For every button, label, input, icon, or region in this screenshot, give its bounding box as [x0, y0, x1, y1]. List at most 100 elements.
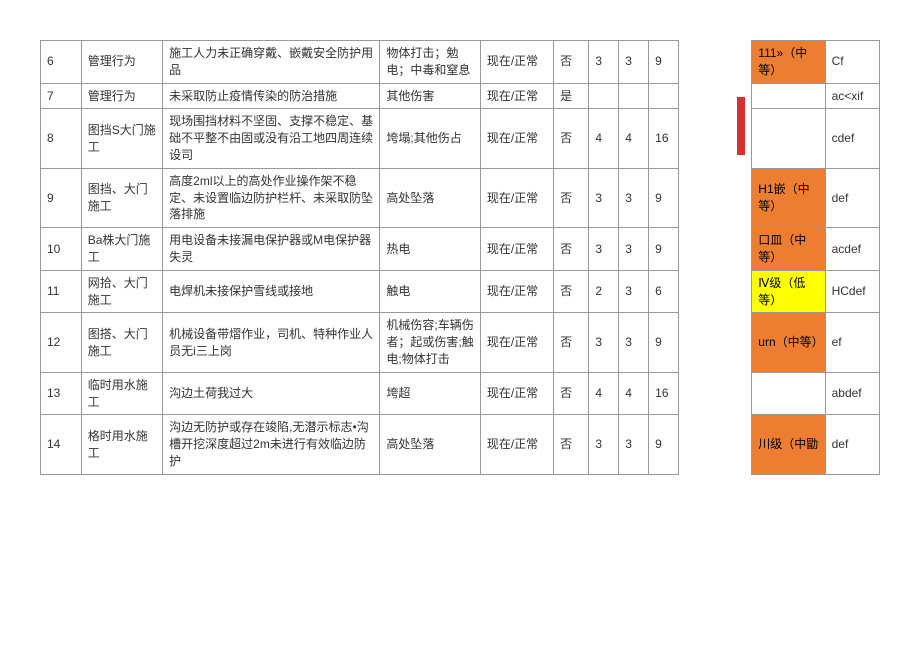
- cell-n2: 3: [619, 313, 649, 372]
- cell-code: ef: [825, 313, 879, 372]
- cell-code: def: [825, 168, 879, 227]
- cell-category: 图挡、大门施工: [81, 168, 162, 227]
- cell-code: acdef: [825, 228, 879, 271]
- cell-category: 临时用水施工: [81, 372, 162, 415]
- cell-state: 现在/正常: [480, 372, 553, 415]
- cell-n3: 9: [649, 41, 679, 84]
- cell-n1: 2: [589, 270, 619, 313]
- cell-flag: 是: [554, 83, 589, 109]
- cell-n3: 16: [649, 372, 679, 415]
- cell-state: 现在/正常: [480, 313, 553, 372]
- cell-state: 现在/正常: [480, 168, 553, 227]
- cell-level: [752, 109, 825, 168]
- table-row: 7管理行为未采取防止疫情传染的防治措施其他伤害现在/正常是ac<xif: [41, 83, 880, 109]
- cell-flag: 否: [554, 415, 589, 474]
- cell-hazard: 垮塌;其他伤占: [380, 109, 480, 168]
- gap-cell: [679, 41, 752, 84]
- cell-flag: 否: [554, 372, 589, 415]
- cell-desc: 未采取防止疫情传染的防治措施: [163, 83, 380, 109]
- cell-desc: 高度2ml以上的高处作业操作架不稳定、未设置临边防护栏杆、未采取防坠落排施: [163, 168, 380, 227]
- cell-desc: 施工人力未正确穿戴、嵌戴安全防护用品: [163, 41, 380, 84]
- cell-level: H1嵌（中等）: [752, 168, 825, 227]
- cell-n1: 3: [589, 168, 619, 227]
- cell-n2: 3: [619, 270, 649, 313]
- gap-cell: [679, 83, 752, 168]
- cell-n2: 3: [619, 41, 649, 84]
- cell-hazard: 高处坠落: [380, 415, 480, 474]
- cell-n1: 3: [589, 228, 619, 271]
- cell-hazard: 热电: [380, 228, 480, 271]
- gap-cell: [679, 415, 752, 474]
- cell-level: 川级（中勖: [752, 415, 825, 474]
- cell-index: 10: [41, 228, 82, 271]
- cell-n2: 4: [619, 372, 649, 415]
- cell-code: ac<xif: [825, 83, 879, 109]
- gap-cell: [679, 372, 752, 415]
- gap-cell: [679, 313, 752, 372]
- cell-code: Cf: [825, 41, 879, 84]
- cell-level: Ⅳ级（低等）: [752, 270, 825, 313]
- cell-level: 111»（中等）: [752, 41, 825, 84]
- cell-desc: 现场围挡材料不坚固、支撑不稳定、基础不平整不由固或没有沿工地四周连续设司: [163, 109, 380, 168]
- gap-cell: [679, 228, 752, 271]
- cell-n3: 9: [649, 168, 679, 227]
- cell-hazard: 垮超: [380, 372, 480, 415]
- cell-level: [752, 372, 825, 415]
- table-row: 11网拾、大门施工电焊机未接保护雪线或接地触电现在/正常否236Ⅳ级（低等）HC…: [41, 270, 880, 313]
- cell-code: cdef: [825, 109, 879, 168]
- cell-n3: 9: [649, 415, 679, 474]
- red-bar-icon: [737, 97, 745, 155]
- cell-index: 13: [41, 372, 82, 415]
- cell-n2: 3: [619, 228, 649, 271]
- cell-n2: 4: [619, 109, 649, 168]
- table-row: 14格时用水施工沟边无防护或存在竣陷,无潜示标志•沟槽开挖深度超过2m未进行有效…: [41, 415, 880, 474]
- cell-level: urn（中等）: [752, 313, 825, 372]
- cell-level: 口皿（中等）: [752, 228, 825, 271]
- cell-state: 现在/正常: [480, 228, 553, 271]
- cell-state: 现在/正常: [480, 109, 553, 168]
- table-row: 6管理行为施工人力未正确穿戴、嵌戴安全防护用品物体打击；勉电；中毒和窒息现在/正…: [41, 41, 880, 84]
- cell-state: 现在/正常: [480, 41, 553, 84]
- cell-flag: 否: [554, 109, 589, 168]
- cell-category: 管理行为: [81, 41, 162, 84]
- cell-hazard: 物体打击；勉电；中毒和窒息: [380, 41, 480, 84]
- cell-code: abdef: [825, 372, 879, 415]
- cell-flag: 否: [554, 270, 589, 313]
- cell-flag: 否: [554, 168, 589, 227]
- cell-n3: 9: [649, 313, 679, 372]
- cell-index: 9: [41, 168, 82, 227]
- cell-n2: [619, 83, 649, 109]
- cell-desc: 沟边土荷我过大: [163, 372, 380, 415]
- cell-category: 图挡S大门施工: [81, 109, 162, 168]
- cell-hazard: 触电: [380, 270, 480, 313]
- cell-n2: 3: [619, 168, 649, 227]
- cell-n3: 9: [649, 228, 679, 271]
- cell-n1: [589, 83, 619, 109]
- cell-desc: 沟边无防护或存在竣陷,无潜示标志•沟槽开挖深度超过2m未进行有效临边防护: [163, 415, 380, 474]
- cell-index: 8: [41, 109, 82, 168]
- gap-cell: [679, 168, 752, 227]
- cell-n1: 4: [589, 109, 619, 168]
- cell-category: 格时用水施工: [81, 415, 162, 474]
- table-row: 12图搭、大门施工机械设备带熠作业，司机、特种作业人员无i三上岗机械伤容;车辆伤…: [41, 313, 880, 372]
- cell-hazard: 其他伤害: [380, 83, 480, 109]
- cell-n3: 16: [649, 109, 679, 168]
- cell-n1: 3: [589, 41, 619, 84]
- cell-category: 管理行为: [81, 83, 162, 109]
- cell-hazard: 高处坠落: [380, 168, 480, 227]
- table-row: 9图挡、大门施工高度2ml以上的高处作业操作架不稳定、未设置临边防护栏杆、未采取…: [41, 168, 880, 227]
- cell-flag: 否: [554, 228, 589, 271]
- cell-index: 6: [41, 41, 82, 84]
- risk-table: 6管理行为施工人力未正确穿戴、嵌戴安全防护用品物体打击；勉电；中毒和窒息现在/正…: [40, 40, 880, 475]
- cell-n1: 4: [589, 372, 619, 415]
- cell-index: 7: [41, 83, 82, 109]
- cell-code: def: [825, 415, 879, 474]
- cell-n2: 3: [619, 415, 649, 474]
- cell-code: HCdef: [825, 270, 879, 313]
- table-row: 10Ba株大门施工用电设备未接漏电保护器或M电保护器失灵热电现在/正常否339口…: [41, 228, 880, 271]
- cell-desc: 机械设备带熠作业，司机、特种作业人员无i三上岗: [163, 313, 380, 372]
- cell-level: [752, 83, 825, 109]
- cell-flag: 否: [554, 41, 589, 84]
- cell-index: 12: [41, 313, 82, 372]
- table-row: 8图挡S大门施工现场围挡材料不坚固、支撑不稳定、基础不平整不由固或没有沿工地四周…: [41, 109, 880, 168]
